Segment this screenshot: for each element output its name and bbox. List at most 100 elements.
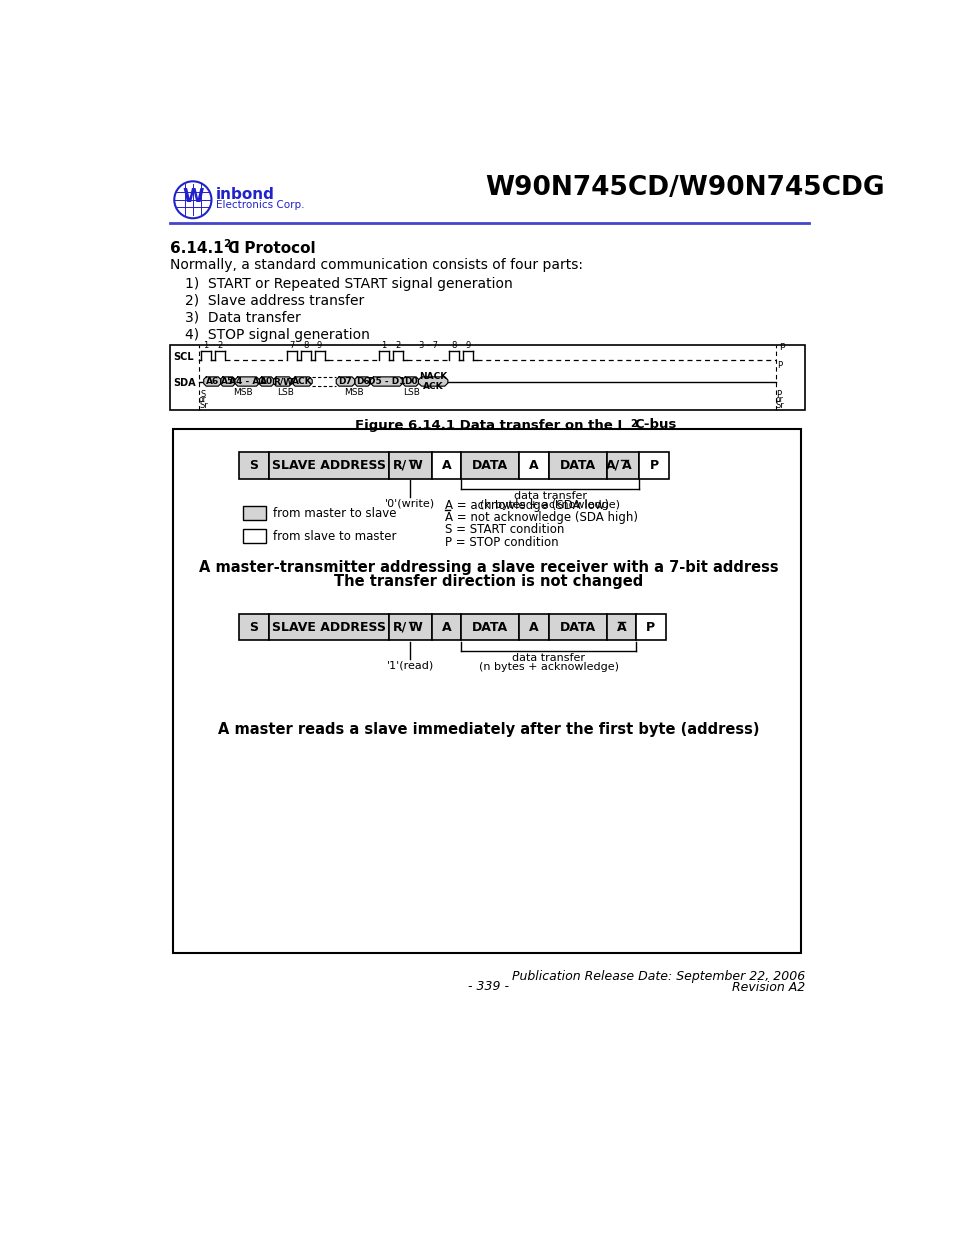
Text: A: A <box>529 621 538 634</box>
Text: 2: 2 <box>630 419 637 430</box>
Text: S = START condition: S = START condition <box>444 524 563 536</box>
Text: MSB: MSB <box>233 389 253 398</box>
Text: A/: A/ <box>605 459 619 472</box>
Text: R/: R/ <box>393 621 407 634</box>
Text: Figure 6.14.1 Data transfer on the I: Figure 6.14.1 Data transfer on the I <box>355 419 622 432</box>
Text: C-bus: C-bus <box>634 419 677 431</box>
Text: 9: 9 <box>316 341 322 350</box>
Text: The transfer direction is not changed: The transfer direction is not changed <box>334 574 643 589</box>
Text: SLAVE ADDRESS: SLAVE ADDRESS <box>272 459 385 472</box>
Text: A: A <box>620 459 631 472</box>
Bar <box>548 452 606 478</box>
Text: 2: 2 <box>216 341 222 350</box>
Bar <box>636 614 665 640</box>
Text: P: P <box>649 459 658 472</box>
Text: DATA: DATA <box>559 621 595 634</box>
Text: 1)  START or Repeated START signal generation: 1) START or Repeated START signal genera… <box>185 277 513 290</box>
Text: W90N745CD/W90N745CDG: W90N745CD/W90N745CDG <box>485 175 883 201</box>
Bar <box>170 345 804 410</box>
Text: S: S <box>250 621 258 634</box>
Text: or: or <box>199 395 207 404</box>
Text: A: A <box>441 621 451 634</box>
Bar <box>389 614 431 640</box>
Text: 8: 8 <box>303 341 308 350</box>
Polygon shape <box>355 377 370 387</box>
Text: Sr: Sr <box>199 401 208 410</box>
Bar <box>269 452 389 478</box>
Text: data transfer: data transfer <box>513 490 586 501</box>
Bar <box>606 452 639 478</box>
Bar <box>431 452 460 478</box>
Text: '1'(read): '1'(read) <box>386 661 434 671</box>
Polygon shape <box>259 377 274 387</box>
Text: A = not acknowledge (SDA high): A = not acknowledge (SDA high) <box>444 511 638 524</box>
Text: (n bytes + acknowledge): (n bytes + acknowledge) <box>478 662 618 672</box>
Bar <box>460 614 518 640</box>
Text: 1: 1 <box>203 341 208 350</box>
Bar <box>269 614 389 640</box>
Text: Sr: Sr <box>775 401 783 410</box>
Bar <box>173 430 801 953</box>
Text: 9: 9 <box>465 341 471 350</box>
Text: SCL: SCL <box>173 352 193 362</box>
Text: LSB: LSB <box>277 389 294 398</box>
Bar <box>639 452 668 478</box>
Text: D0: D0 <box>403 377 417 387</box>
Polygon shape <box>274 377 292 387</box>
Text: S: S <box>250 459 258 472</box>
Text: 3 - 7: 3 - 7 <box>418 341 437 350</box>
Text: 1: 1 <box>381 341 386 350</box>
Text: A master reads a slave immediately after the first byte (address): A master reads a slave immediately after… <box>218 721 759 737</box>
Bar <box>518 452 548 478</box>
Bar <box>243 530 266 543</box>
Text: A5: A5 <box>221 377 234 387</box>
Text: Revision A2: Revision A2 <box>731 982 804 994</box>
Text: p: p <box>779 341 784 350</box>
Text: P: P <box>777 362 781 370</box>
Polygon shape <box>220 377 234 387</box>
Text: S: S <box>200 390 206 399</box>
Bar <box>606 614 636 640</box>
Text: C Protocol: C Protocol <box>228 241 315 256</box>
Text: (n bytes + acknowledge): (n bytes + acknowledge) <box>479 500 619 510</box>
Bar <box>239 452 269 478</box>
Polygon shape <box>370 377 402 387</box>
Polygon shape <box>335 377 355 387</box>
Text: from slave to master: from slave to master <box>273 530 395 542</box>
Text: DATA: DATA <box>472 459 508 472</box>
Bar <box>518 614 548 640</box>
Text: SDA: SDA <box>173 378 196 389</box>
Bar <box>460 452 518 478</box>
Text: A0: A0 <box>259 377 273 387</box>
Text: R/: R/ <box>393 459 407 472</box>
Text: 8: 8 <box>452 341 456 350</box>
Text: P = STOP condition: P = STOP condition <box>444 536 558 548</box>
Text: A: A <box>441 459 451 472</box>
Text: NACK
ACK: NACK ACK <box>418 372 447 391</box>
Text: Electronics Corp.: Electronics Corp. <box>216 200 304 210</box>
Text: A master-transmitter addressing a slave receiver with a 7-bit address: A master-transmitter addressing a slave … <box>199 561 778 576</box>
Text: ACK: ACK <box>292 377 313 387</box>
Text: or: or <box>775 395 782 404</box>
Polygon shape <box>234 377 259 387</box>
Text: Publication Release Date: September 22, 2006: Publication Release Date: September 22, … <box>512 969 804 983</box>
Bar <box>431 614 460 640</box>
Text: SLAVE ADDRESS: SLAVE ADDRESS <box>272 621 385 634</box>
Text: 3)  Data transfer: 3) Data transfer <box>185 311 300 325</box>
Text: A4 - A1: A4 - A1 <box>229 377 265 387</box>
Text: 2: 2 <box>223 240 230 249</box>
Bar <box>389 452 431 478</box>
Text: R/W̅: R/W̅ <box>273 377 293 387</box>
Polygon shape <box>402 377 418 387</box>
Text: MSB: MSB <box>344 389 363 398</box>
Text: '0'(write): '0'(write) <box>385 499 435 509</box>
Polygon shape <box>292 377 312 387</box>
Text: - 339 -: - 339 - <box>468 979 509 993</box>
Text: W: W <box>182 188 203 206</box>
Text: DATA: DATA <box>559 459 595 472</box>
Text: from master to slave: from master to slave <box>273 506 395 520</box>
Text: DATA: DATA <box>472 621 508 634</box>
Text: P: P <box>775 390 780 399</box>
Text: 6.14.1  I: 6.14.1 I <box>170 241 239 256</box>
Text: data transfer: data transfer <box>512 652 584 662</box>
